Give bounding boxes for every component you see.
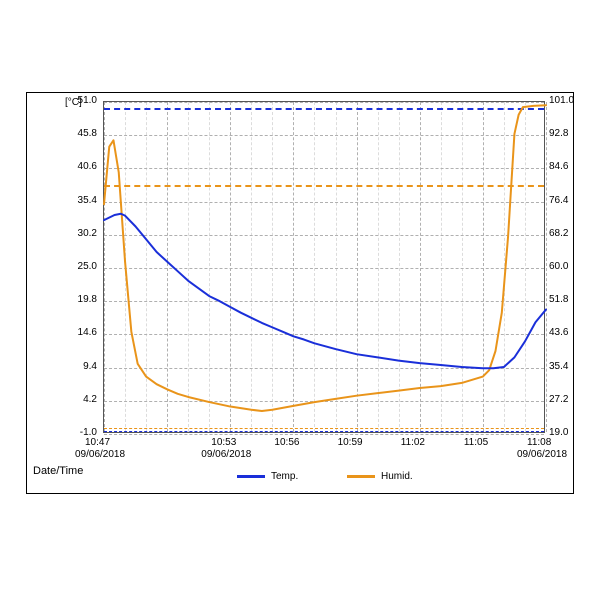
legend-temp: Temp. [237, 471, 298, 482]
x-axis-title: Date/Time [33, 465, 83, 477]
plot-area [103, 101, 545, 433]
legend-label-humid: Humid. [381, 471, 413, 482]
legend-humid: Humid. [347, 471, 413, 482]
chart-frame: [°C] -1.04.29.414.619.825.030.235.440.64… [26, 92, 574, 494]
legend-swatch-temp [237, 475, 265, 478]
legend-swatch-humid [347, 475, 375, 478]
legend-label-temp: Temp. [271, 471, 298, 482]
